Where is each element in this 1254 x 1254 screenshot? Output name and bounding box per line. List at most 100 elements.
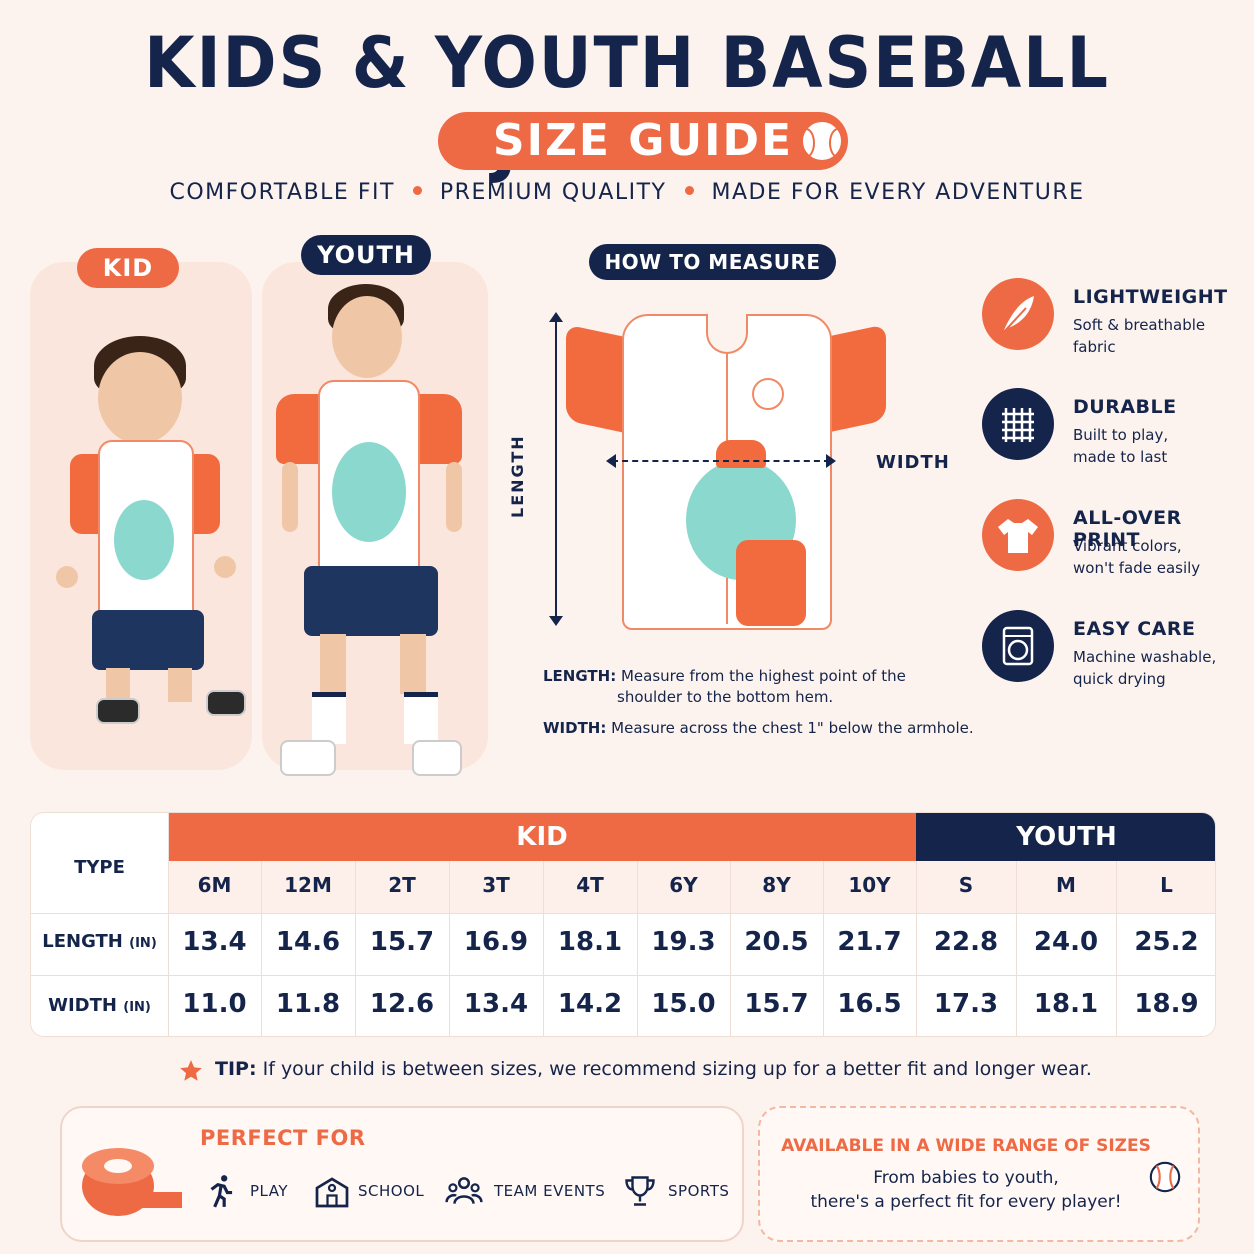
kid-label-pill: KID — [77, 248, 179, 288]
use-item-team-events: TEAM EVENTS — [494, 1182, 606, 1200]
youth-model-image — [270, 282, 480, 782]
row-label-length: LENGTH (IN) — [31, 931, 168, 952]
arrow-left-icon — [606, 454, 616, 468]
kid-group-header: KID — [168, 813, 916, 861]
feature-lightweight: LIGHTWEIGHT Soft & breathable fabric — [982, 276, 1242, 366]
tagline: COMFORTABLE FIT PREMIUM QUALITY MADE FOR E… — [0, 180, 1254, 205]
bullet-dot — [412, 186, 422, 195]
table-cell: 15.0 — [651, 989, 716, 1019]
table-cell: 22.8 — [933, 927, 999, 957]
feature-desc: quick drying — [1073, 670, 1166, 688]
arrow-right-icon — [826, 454, 836, 468]
feature-desc: Built to play, — [1073, 426, 1169, 444]
feature-title: ALL-OVER PRINT — [1073, 507, 1182, 551]
table-cell: 18.1 — [557, 927, 623, 957]
table-cell: 13.4 — [182, 927, 247, 957]
availability-line: From babies to youth, — [873, 1168, 1059, 1188]
use-item-school: SCHOOL — [358, 1182, 425, 1200]
length-arrow — [555, 318, 557, 620]
table-cell: 13.4 — [463, 989, 529, 1019]
feature-all-over-print: ALL-OVER PRINT Vibrant colors, won't fad… — [982, 497, 1248, 587]
feature-title: DURABLE — [1073, 396, 1177, 418]
youth-label-pill: YOUTH — [301, 235, 431, 275]
tip-body: If your child is between sizes, we recom… — [262, 1058, 1092, 1080]
table-cell: 21.7 — [837, 927, 902, 957]
size-header-cell: M — [1056, 873, 1076, 897]
tagline-item: PREMIUM QUALITY — [439, 180, 667, 205]
feature-desc: won't fade easily — [1073, 559, 1201, 577]
feather-icon — [982, 278, 1054, 350]
size-row-bg — [168, 861, 1215, 913]
length-instruction-text: Measure from the highest point of the — [620, 667, 906, 685]
tagline-item: MADE FOR EVERY ADVENTURE — [711, 180, 1085, 205]
use-item-sports: SPORTS — [668, 1182, 730, 1200]
width-arrow — [612, 460, 830, 462]
how-to-measure-badge: HOW TO MEASURE — [589, 244, 836, 280]
use-item-play: PLAY — [250, 1182, 289, 1200]
table-cell: 16.5 — [837, 989, 902, 1019]
star-icon — [178, 1058, 204, 1084]
kid-model-image — [50, 330, 250, 750]
tip-text: TIP: If your child is between sizes, we … — [215, 1058, 1092, 1080]
size-chart-table: KID YOUTH TYPE 6M 12M 2T 3T 4T 6Y 8Y 10Y S M L 13.… — [30, 812, 1216, 1037]
arrow-up-icon — [549, 312, 563, 322]
row-unit: (IN) — [123, 1000, 151, 1015]
feature-desc: Machine washable, — [1073, 648, 1217, 666]
feature-durable: DURABLE Built to play, made to last — [982, 386, 1242, 476]
size-header-cell: 8Y — [762, 873, 791, 897]
size-header-cell: 6Y — [669, 873, 698, 897]
kid-label: KID — [102, 254, 154, 282]
school-icon — [314, 1172, 350, 1210]
length-axis-label: LENGTH — [508, 434, 527, 518]
width-instruction-text: Measure across the chest 1" below the ar… — [611, 719, 974, 737]
bullet-dot — [684, 186, 694, 195]
size-header-cell: 12M — [284, 873, 332, 897]
width-axis-label: WIDTH — [876, 452, 950, 473]
team-icon — [444, 1172, 484, 1210]
size-header-cell: S — [958, 873, 974, 897]
width-instruction: WIDTH: Measure across the chest 1" below… — [543, 718, 983, 739]
baseball-icon — [797, 119, 847, 163]
youth-label: YOUTH — [317, 241, 415, 269]
table-cell: 17.3 — [933, 989, 999, 1019]
row-label-text: LENGTH — [42, 931, 123, 952]
size-header-cell: 10Y — [848, 873, 891, 897]
type-header: TYPE — [74, 857, 125, 878]
table-cell: 18.1 — [1033, 989, 1099, 1019]
table-cell: 11.8 — [275, 989, 341, 1019]
youth-group-header: YOUTH — [916, 813, 1215, 861]
width-instruction-label: WIDTH: — [543, 719, 607, 737]
row-unit: (IN) — [129, 936, 157, 951]
size-header-cell: L — [1160, 873, 1173, 897]
kid-group-label: KID — [516, 822, 568, 852]
grid-fabric-icon — [982, 388, 1054, 460]
availability-title: AVAILABLE IN A WIDE RANGE OF SIZES — [781, 1136, 1151, 1156]
how-to-measure-label: HOW TO MEASURE — [604, 250, 821, 274]
size-header-cell: 2T — [388, 873, 416, 897]
running-icon — [202, 1172, 240, 1210]
size-header-cell: 3T — [482, 873, 510, 897]
table-cell: 14.2 — [557, 989, 623, 1019]
table-cell: 14.6 — [275, 927, 341, 957]
feature-title: LIGHTWEIGHT — [1073, 286, 1228, 308]
size-header-cell: 4T — [576, 873, 604, 897]
tagline-item: COMFORTABLE FIT — [169, 180, 395, 205]
feature-desc: made to last — [1073, 448, 1168, 466]
table-cell: 12.6 — [369, 989, 435, 1019]
size-header-cell: 6M — [197, 873, 232, 897]
row-label-text: WIDTH — [48, 995, 117, 1016]
table-cell: 19.3 — [651, 927, 716, 957]
perfect-for-box: PERFECT FOR PLAY SCHOOL TEAM EVENTS SPOR… — [60, 1106, 744, 1242]
availability-box: AVAILABLE IN A WIDE RANGE OF SIZES From … — [758, 1106, 1200, 1242]
youth-group-label: YOUTH — [1016, 822, 1117, 852]
table-cell: 24.0 — [1033, 927, 1099, 957]
availability-line: there's a perfect fit for every player! — [810, 1192, 1122, 1212]
table-cell: 25.2 — [1134, 927, 1199, 957]
feature-desc: Soft & breathable — [1073, 316, 1206, 334]
baseball-icon — [1148, 1160, 1182, 1194]
table-cell: 15.7 — [369, 927, 435, 957]
table-cell: 11.0 — [182, 989, 247, 1019]
row-label-width: WIDTH (IN) — [31, 995, 168, 1016]
arrow-down-icon — [549, 616, 563, 626]
feature-desc: Vibrant colors, — [1073, 537, 1182, 555]
